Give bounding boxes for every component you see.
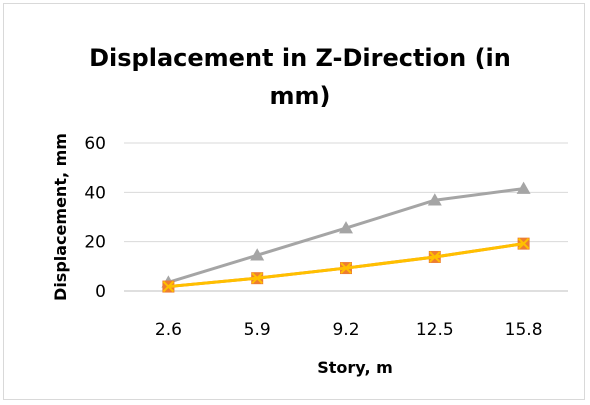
y-axis-title: Displacement, mm [51, 133, 70, 301]
x-axis-tick-labels: 2.6 5.9 9.2 12.5 15.8 [155, 320, 543, 340]
y-tick-label: 20 [84, 233, 106, 253]
x-axis-title: Story, m [317, 358, 393, 377]
data-series [161, 181, 531, 293]
chart-title-line-2: mm) [270, 82, 331, 110]
data-point [162, 280, 175, 293]
x-tick-label: 2.6 [155, 320, 182, 340]
series-3 [162, 237, 530, 293]
series-2 [162, 237, 530, 293]
data-point [429, 251, 441, 263]
y-tick-label: 60 [84, 134, 106, 154]
chart-title-line-1: Displacement in Z-Direction (in [89, 44, 511, 72]
x-tick-label: 5.9 [244, 320, 271, 340]
chart-frame [3, 3, 585, 400]
y-tick-label: 0 [95, 282, 106, 302]
data-point [250, 248, 265, 261]
x-tick-label: 12.5 [416, 320, 454, 340]
data-point [517, 237, 530, 250]
y-axis-tick-labels: 0 20 40 60 [84, 134, 106, 302]
data-point [340, 262, 352, 274]
data-point [516, 181, 531, 194]
gridlines [124, 142, 568, 292]
y-tick-label: 40 [84, 183, 106, 203]
x-tick-label: 9.2 [332, 320, 359, 340]
data-point [427, 193, 442, 206]
data-point [251, 272, 263, 284]
data-point [339, 221, 353, 234]
x-tick-label: 15.8 [505, 320, 543, 340]
